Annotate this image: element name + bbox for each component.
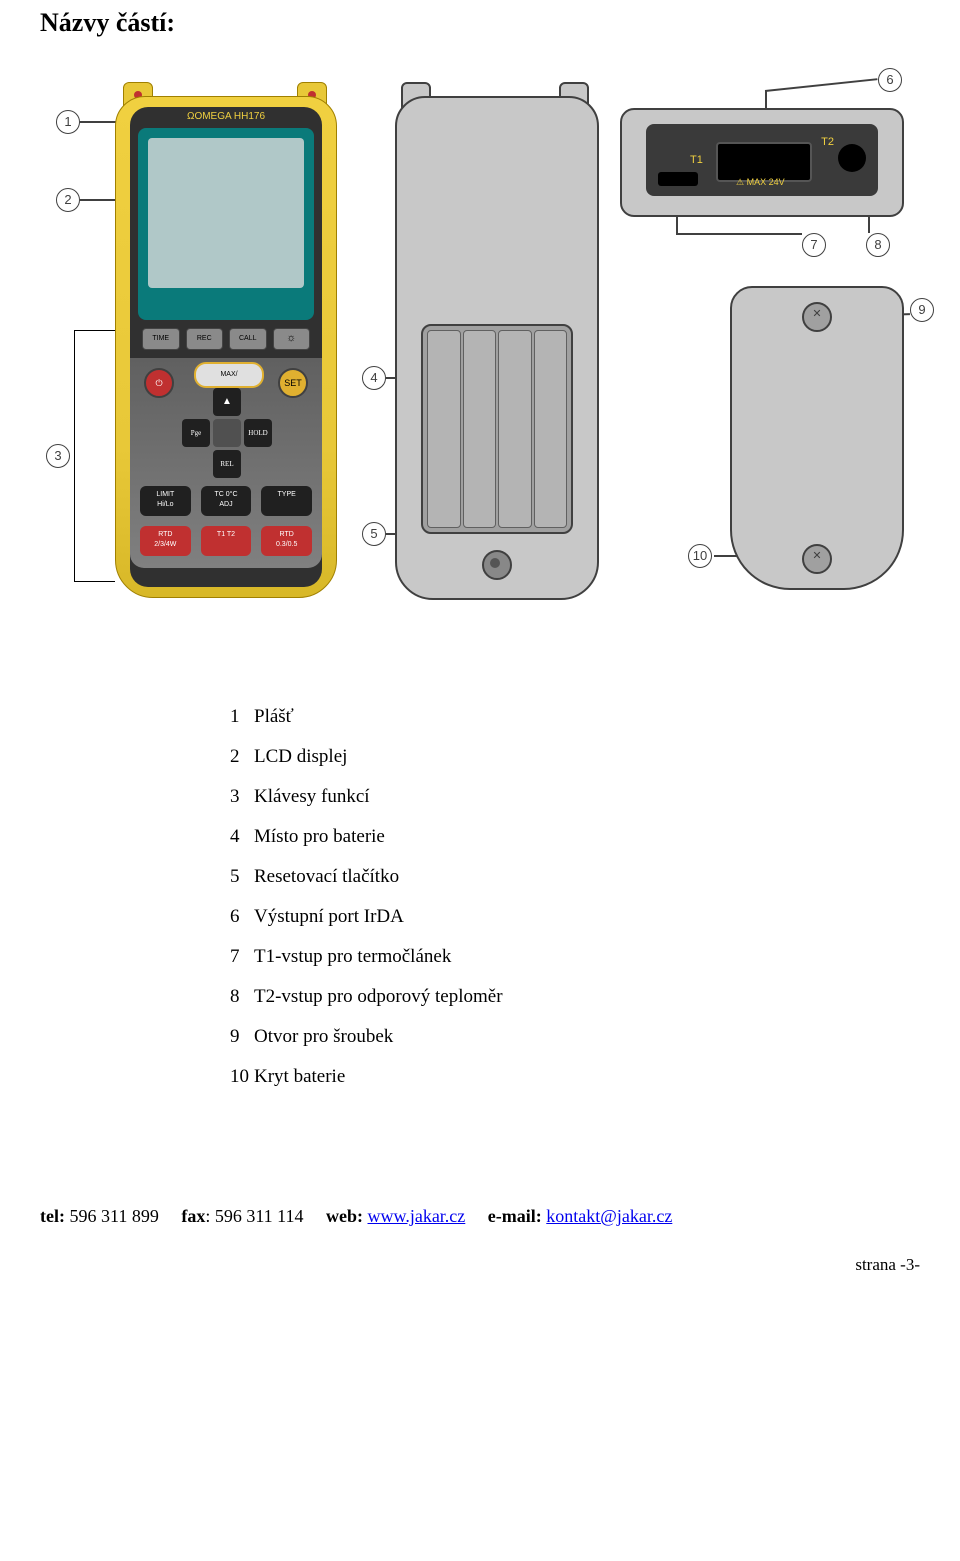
device-front-view: ΩOMEGA HH176 TIME REC CALL ☼ ⏻ MAX/MIN S… (115, 78, 335, 608)
power-button: ⏻ (144, 368, 174, 398)
dpad-left: Pge (182, 419, 210, 447)
parts-list: 1Plášť 2LCD displej 3Klávesy funkcí 4Mís… (230, 698, 920, 1096)
call-button: CALL (229, 328, 267, 350)
callout-1: 1 (56, 110, 80, 134)
callout-line (676, 233, 802, 235)
list-item: 1Plášť (230, 698, 920, 736)
keypad-row: RTD2/3/4W T1 T2 RTD0.3/0.5 (140, 526, 312, 556)
limit-button: LIMITHi/Lo (140, 486, 191, 516)
list-item: 8T2-vstup pro odporový teploměr (230, 978, 920, 1016)
time-button: TIME (142, 328, 180, 350)
brand-label: ΩOMEGA HH176 (130, 107, 322, 122)
list-item: 9Otvor pro šroubek (230, 1018, 920, 1056)
email-link[interactable]: kontakt@jakar.cz (546, 1206, 672, 1226)
rec-button: REC (186, 328, 224, 350)
t1-connector (658, 172, 698, 186)
adj-button: TC 0°CADJ (201, 486, 252, 516)
list-item: 5Resetovací tlačítko (230, 858, 920, 896)
t1-label: T1 (690, 154, 703, 166)
callout-9: 9 (910, 298, 934, 322)
screw-hole (802, 302, 832, 332)
back-case (395, 96, 599, 600)
tel-label: tel: (40, 1206, 65, 1226)
bracket (74, 330, 115, 582)
max-voltage-label: ⚠ MAX 24V (736, 177, 785, 188)
tel-value: 596 311 899 (69, 1206, 158, 1226)
t2-connector (838, 144, 866, 172)
lcd-screen (148, 138, 304, 288)
email-label: e-mail: (488, 1206, 542, 1226)
maxmin-button: MAX/MIN (194, 362, 264, 388)
front-panel: ΩOMEGA HH176 TIME REC CALL ☼ ⏻ MAX/MIN S… (130, 107, 322, 587)
list-item: 4Místo pro baterie (230, 818, 920, 856)
rtd-button: RTD0.3/0.5 (261, 526, 312, 556)
t1t2-button: T1 T2 (201, 526, 252, 556)
t2-label: T2 (821, 136, 834, 148)
dpad-down: REL (213, 450, 241, 478)
dpad-right: HOLD (244, 419, 272, 447)
battery-compartment (421, 324, 573, 534)
screw-hole (802, 544, 832, 574)
dpad-up: ▲ (213, 388, 241, 416)
keypad: ⏻ MAX/MIN SET ▲ REL Pge HOLD LIMITHi/Lo (130, 358, 322, 568)
device-case: ΩOMEGA HH176 TIME REC CALL ☼ ⏻ MAX/MIN S… (115, 96, 337, 598)
battery-cell (463, 330, 497, 528)
callout-6: 6 (878, 68, 902, 92)
list-item: 6Výstupní port IrDA (230, 898, 920, 936)
fax-label: fax (181, 1206, 205, 1226)
irda-port (716, 142, 812, 182)
dpad-center (213, 419, 241, 447)
device-back-view (395, 78, 595, 608)
rtd-w-button: RTD2/3/4W (140, 526, 191, 556)
callout-2: 2 (56, 188, 80, 212)
screen-bezel (138, 128, 314, 320)
backlight-button: ☼ (273, 328, 311, 350)
callout-5: 5 (362, 522, 386, 546)
battery-cell (534, 330, 568, 528)
parts-diagram: 1 2 3 4 5 6 7 8 9 10 (40, 68, 920, 658)
battery-cell (498, 330, 532, 528)
button-row: TIME REC CALL ☼ (142, 328, 310, 350)
list-item: 3Klávesy funkcí (230, 778, 920, 816)
web-label: web: (326, 1206, 363, 1226)
callout-10: 10 (688, 544, 712, 568)
reset-button (482, 550, 512, 580)
callout-line (765, 78, 878, 91)
device-top-view: T1 T2 ⚠ MAX 24V (620, 108, 904, 217)
list-item: 7T1-vstup pro termočlánek (230, 938, 920, 976)
callout-4: 4 (362, 366, 386, 390)
list-num: 10 (230, 1058, 254, 1096)
footer: tel: 596 311 899 fax: 596 311 114 web: w… (40, 1206, 920, 1227)
list-item: 2LCD displej (230, 738, 920, 776)
battery-cover (730, 286, 904, 590)
callout-7: 7 (802, 233, 826, 257)
dpad: ▲ REL Pge HOLD (182, 388, 272, 478)
web-link[interactable]: www.jakar.cz (368, 1206, 466, 1226)
page-number: strana -3- (40, 1255, 920, 1275)
callout-3: 3 (46, 444, 70, 468)
set-button: SET (278, 368, 308, 398)
battery-cell (427, 330, 461, 528)
connector-panel: T1 T2 ⚠ MAX 24V (646, 124, 878, 196)
type-button: TYPE (261, 486, 312, 516)
fax-value: : 596 311 114 (205, 1206, 303, 1226)
keypad-row: LIMITHi/Lo TC 0°CADJ TYPE (140, 486, 312, 516)
list-item: 10Kryt baterie (230, 1058, 920, 1096)
page-title: Názvy částí: (40, 8, 920, 38)
callout-8: 8 (866, 233, 890, 257)
list-label: Kryt baterie (254, 1066, 345, 1087)
